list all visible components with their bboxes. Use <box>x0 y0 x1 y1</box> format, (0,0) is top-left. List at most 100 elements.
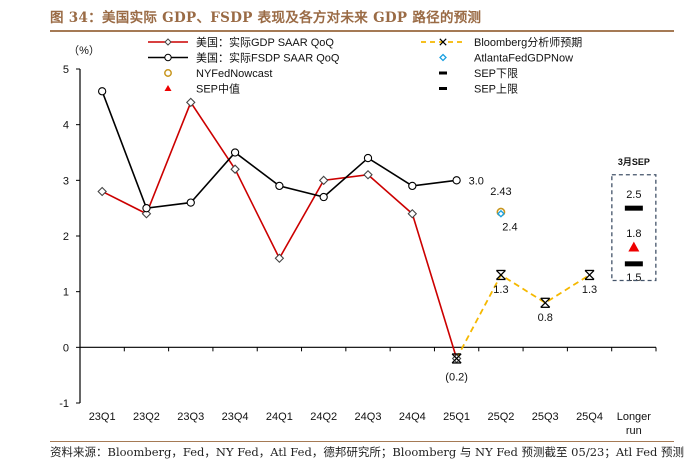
markers-sep_median <box>628 241 640 252</box>
x-tick-label-line: 23Q1 <box>89 411 116 423</box>
y-tick-label: 1 <box>63 287 69 299</box>
x-tick-label-line: 23Q2 <box>133 411 160 423</box>
fsdp-point <box>230 148 240 157</box>
data-label: 2.5 <box>626 189 641 201</box>
x-tick-label: 24Q2 <box>310 411 337 423</box>
data-label: 1.5 <box>626 272 641 284</box>
x-tick-label-line: 25Q3 <box>532 411 559 423</box>
gdp-point <box>407 208 418 219</box>
sep-box-title: 3月SEP <box>618 157 650 167</box>
y-tick-label: 3 <box>63 175 69 187</box>
legend-label: NYFedNowcast <box>196 68 272 80</box>
y-tick-label: -1 <box>59 398 69 410</box>
legend-item-fsdp: 美国：实际FSDP SAAR QoQ <box>148 51 340 65</box>
x-tick-label: 23Q2 <box>133 411 160 423</box>
asterisk-stroke <box>451 353 462 364</box>
gdp-point <box>97 186 107 197</box>
legend-circle-icon <box>164 53 172 62</box>
gdp-point <box>318 175 329 186</box>
fsdp-point <box>319 192 328 202</box>
legend-item-atlanta: AtlantaFedGDPNow <box>439 53 573 65</box>
x-tick-label-line: Longer <box>617 411 652 423</box>
x-tick-label-line: 24Q1 <box>266 411 293 423</box>
data-label: 0.8 <box>538 312 553 324</box>
title-divider <box>50 30 674 32</box>
markers-gdp <box>97 97 462 364</box>
x-tick-label: 25Q4 <box>576 411 603 423</box>
sep-lower-point <box>624 261 643 267</box>
legend-diamond-icon <box>164 38 172 46</box>
x-tick-label: 23Q1 <box>89 411 116 423</box>
data-label: 1.8 <box>626 228 641 240</box>
markers-sep_lower <box>624 261 643 267</box>
chart-title: 图 34：美国实际 GDP、FSDP 表现及各方对未来 GDP 路径的预测 <box>50 10 482 26</box>
gdp-point <box>185 97 196 108</box>
x-tick-label: 23Q3 <box>177 411 204 423</box>
gdp-point <box>230 164 240 174</box>
bloomberg-point <box>584 269 595 281</box>
sep-upper-point <box>624 205 643 211</box>
x-tick-label: 24Q4 <box>399 411 426 423</box>
y-tick-label: 4 <box>63 120 69 132</box>
legend-asterisk-icon <box>439 38 447 46</box>
legend: 美国：实际GDP SAAR QoQ 美国：实际FSDP SAAR QoQ NYFed… <box>148 35 582 96</box>
legend-item-sep_median: SEP中值 <box>164 83 240 96</box>
x-tick-label-line: 23Q3 <box>177 411 204 423</box>
fsdp-point <box>452 176 461 185</box>
legend-circle-icon <box>164 69 172 77</box>
legend-label: AtlantaFedGDPNow <box>474 53 573 65</box>
atlanta-point <box>497 209 505 218</box>
x-tick-label: 24Q3 <box>355 411 382 423</box>
data-label: 3.0 <box>469 175 484 187</box>
sep-median-point <box>628 241 640 252</box>
asterisk-stroke <box>540 297 551 308</box>
x-tick-label-line: 23Q4 <box>222 411 249 423</box>
sep-box-group: 3月SEP <box>611 157 657 282</box>
bloomberg-point <box>451 353 462 364</box>
series-bloomberg <box>455 273 591 359</box>
y-tick-label: 2 <box>63 231 69 243</box>
legend-dash-icon <box>439 71 447 75</box>
legend-diamond-icon <box>439 53 447 62</box>
gdp-point <box>363 169 373 180</box>
asterisk-stroke <box>584 270 595 280</box>
legend-item-gdp: 美国：实际GDP SAAR QoQ <box>148 35 334 49</box>
fsdp-point <box>186 198 195 207</box>
legend-label: SEP上限 <box>474 83 518 96</box>
y-tick-label: 5 <box>63 64 69 76</box>
legend-label: 美国：实际FSDP SAAR QoQ <box>196 51 340 65</box>
fsdp-point <box>98 87 107 96</box>
fsdp-point <box>363 153 373 163</box>
bloomberg-point <box>540 297 551 308</box>
legend-label: SEP中值 <box>196 83 240 96</box>
data-labels: 3.0 (0.2) 2.43 2.4 1.3 0.8 1.3 2.5 1.8 1.5 <box>445 175 641 383</box>
data-label: 1.3 <box>582 284 597 296</box>
x-tick-label-line: 25Q2 <box>487 411 514 423</box>
legend-item-bloomberg: Bloomberg分析师预期 <box>421 35 582 49</box>
x-tick-label: Longer run <box>617 411 652 437</box>
asterisk-stroke <box>495 270 506 280</box>
legend-item-nyfed: NYFedNowcast <box>164 68 272 80</box>
sep-box <box>611 174 657 282</box>
legend-triangle-icon <box>164 85 172 91</box>
x-tick-label-line: 24Q3 <box>355 411 382 423</box>
x-tick-label: 24Q1 <box>266 411 293 423</box>
markers-fsdp <box>98 87 461 213</box>
markers-bloomberg <box>451 269 595 364</box>
gdp-point <box>274 253 285 264</box>
x-tick-label-line: 24Q4 <box>399 411 426 423</box>
x-tick-label-line: 25Q1 <box>443 411 470 423</box>
axes: -1 0 1 2 3 4 5 （%） 23Q1 23Q2 23Q3 23Q4 24Q1 24Q2 24Q3 2… <box>59 44 657 437</box>
fsdp-point <box>142 204 151 213</box>
data-label: 2.43 <box>490 186 511 198</box>
bloomberg-line <box>455 273 591 359</box>
x-tick-label-line: 25Q4 <box>576 411 603 423</box>
y-axis-unit-label: （%） <box>68 44 100 57</box>
x-tick-label: 25Q2 <box>487 411 514 423</box>
x-tick-label: 25Q1 <box>443 411 470 423</box>
source-divider <box>50 441 674 442</box>
y-tick-label: 0 <box>63 342 69 354</box>
data-label: 2.4 <box>502 222 517 234</box>
x-tick-label-line: run <box>626 425 642 437</box>
legend-dash-icon <box>439 87 447 90</box>
